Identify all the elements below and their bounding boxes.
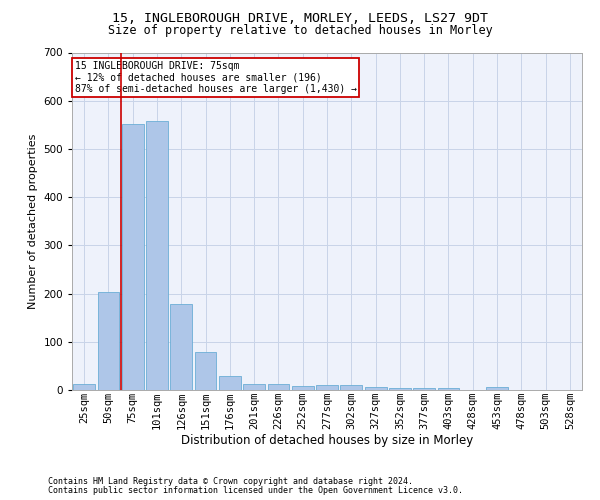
Bar [97, 292, 119, 390]
Text: Size of property relative to detached houses in Morley: Size of property relative to detached ho… [107, 24, 493, 37]
Bar [389, 388, 411, 390]
Y-axis label: Number of detached properties: Number of detached properties [28, 134, 38, 309]
Bar [413, 388, 435, 390]
Bar [340, 385, 362, 390]
Bar [219, 376, 241, 390]
Text: 15 INGLEBOROUGH DRIVE: 75sqm
← 12% of detached houses are smaller (196)
87% of s: 15 INGLEBOROUGH DRIVE: 75sqm ← 12% of de… [74, 61, 356, 94]
Bar [437, 388, 460, 390]
Bar [170, 304, 192, 390]
Text: Contains public sector information licensed under the Open Government Licence v3: Contains public sector information licen… [48, 486, 463, 495]
Bar [243, 384, 265, 390]
Bar [486, 387, 508, 390]
Text: Contains HM Land Registry data © Crown copyright and database right 2024.: Contains HM Land Registry data © Crown c… [48, 477, 413, 486]
Bar [146, 122, 168, 390]
Bar [316, 385, 338, 390]
Bar [194, 352, 217, 390]
Text: 15, INGLEBOROUGH DRIVE, MORLEY, LEEDS, LS27 9DT: 15, INGLEBOROUGH DRIVE, MORLEY, LEEDS, L… [112, 12, 488, 26]
Bar [268, 384, 289, 390]
Bar [73, 384, 95, 390]
X-axis label: Distribution of detached houses by size in Morley: Distribution of detached houses by size … [181, 434, 473, 448]
Bar [365, 386, 386, 390]
Bar [122, 124, 143, 390]
Bar [292, 386, 314, 390]
